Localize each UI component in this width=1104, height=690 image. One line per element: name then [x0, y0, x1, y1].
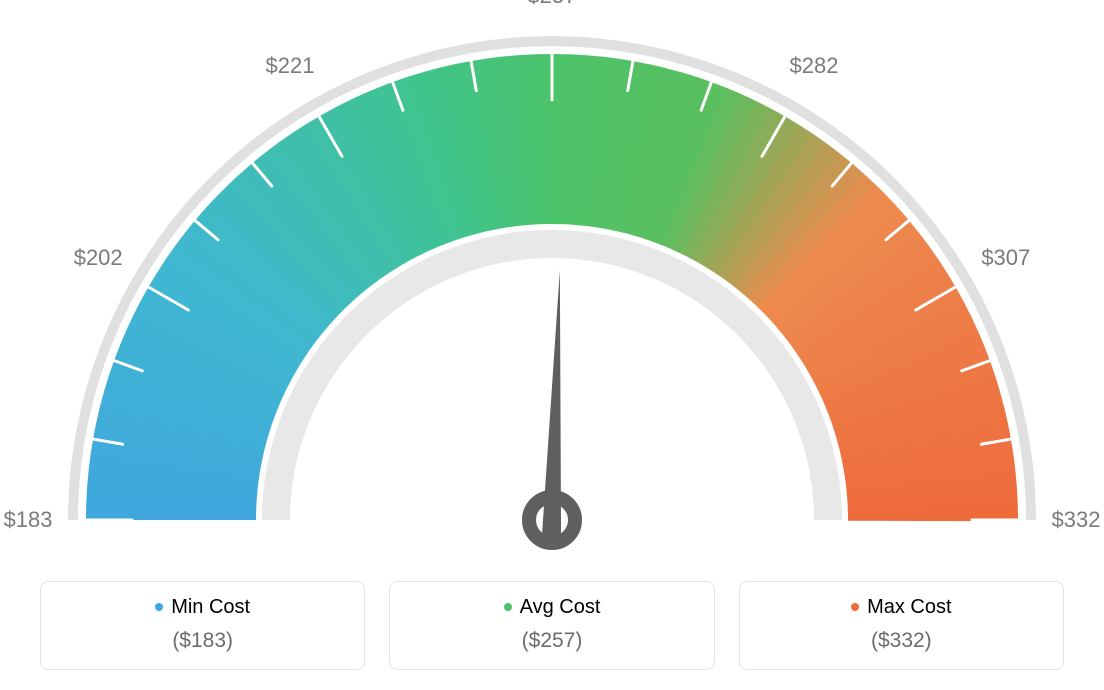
- gauge-tick-label: $332: [1052, 507, 1101, 533]
- gauge-svg: [0, 0, 1104, 560]
- legend-value-min: ($183): [51, 629, 354, 653]
- gauge-tick-label: $282: [790, 53, 839, 79]
- legend-card-avg: Avg Cost ($257): [389, 581, 714, 670]
- legend-card-max: Max Cost ($332): [739, 581, 1064, 670]
- legend-title-avg: Avg Cost: [504, 596, 601, 619]
- legend-title-max: Max Cost: [851, 596, 951, 619]
- legend-dot-max: [851, 603, 859, 611]
- gauge-tick-label: $257: [528, 0, 577, 9]
- legend-value-max: ($332): [750, 629, 1053, 653]
- legend-label-avg: Avg Cost: [520, 596, 601, 619]
- legend-title-min: Min Cost: [155, 596, 250, 619]
- legend-dot-min: [155, 603, 163, 611]
- legend-card-min: Min Cost ($183): [40, 581, 365, 670]
- legend-dot-avg: [504, 603, 512, 611]
- gauge-tick-label: $307: [981, 245, 1030, 271]
- legend-label-max: Max Cost: [867, 596, 951, 619]
- gauge-tick-label: $183: [4, 507, 53, 533]
- legend-label-min: Min Cost: [171, 596, 250, 619]
- legend-value-avg: ($257): [400, 629, 703, 653]
- gauge-tick-label: $202: [74, 245, 123, 271]
- legend-row: Min Cost ($183) Avg Cost ($257) Max Cost…: [40, 581, 1064, 670]
- gauge-tick-label: $221: [266, 53, 315, 79]
- cost-gauge: $183 $202 $221 $257 $282 $307 $332: [0, 0, 1104, 560]
